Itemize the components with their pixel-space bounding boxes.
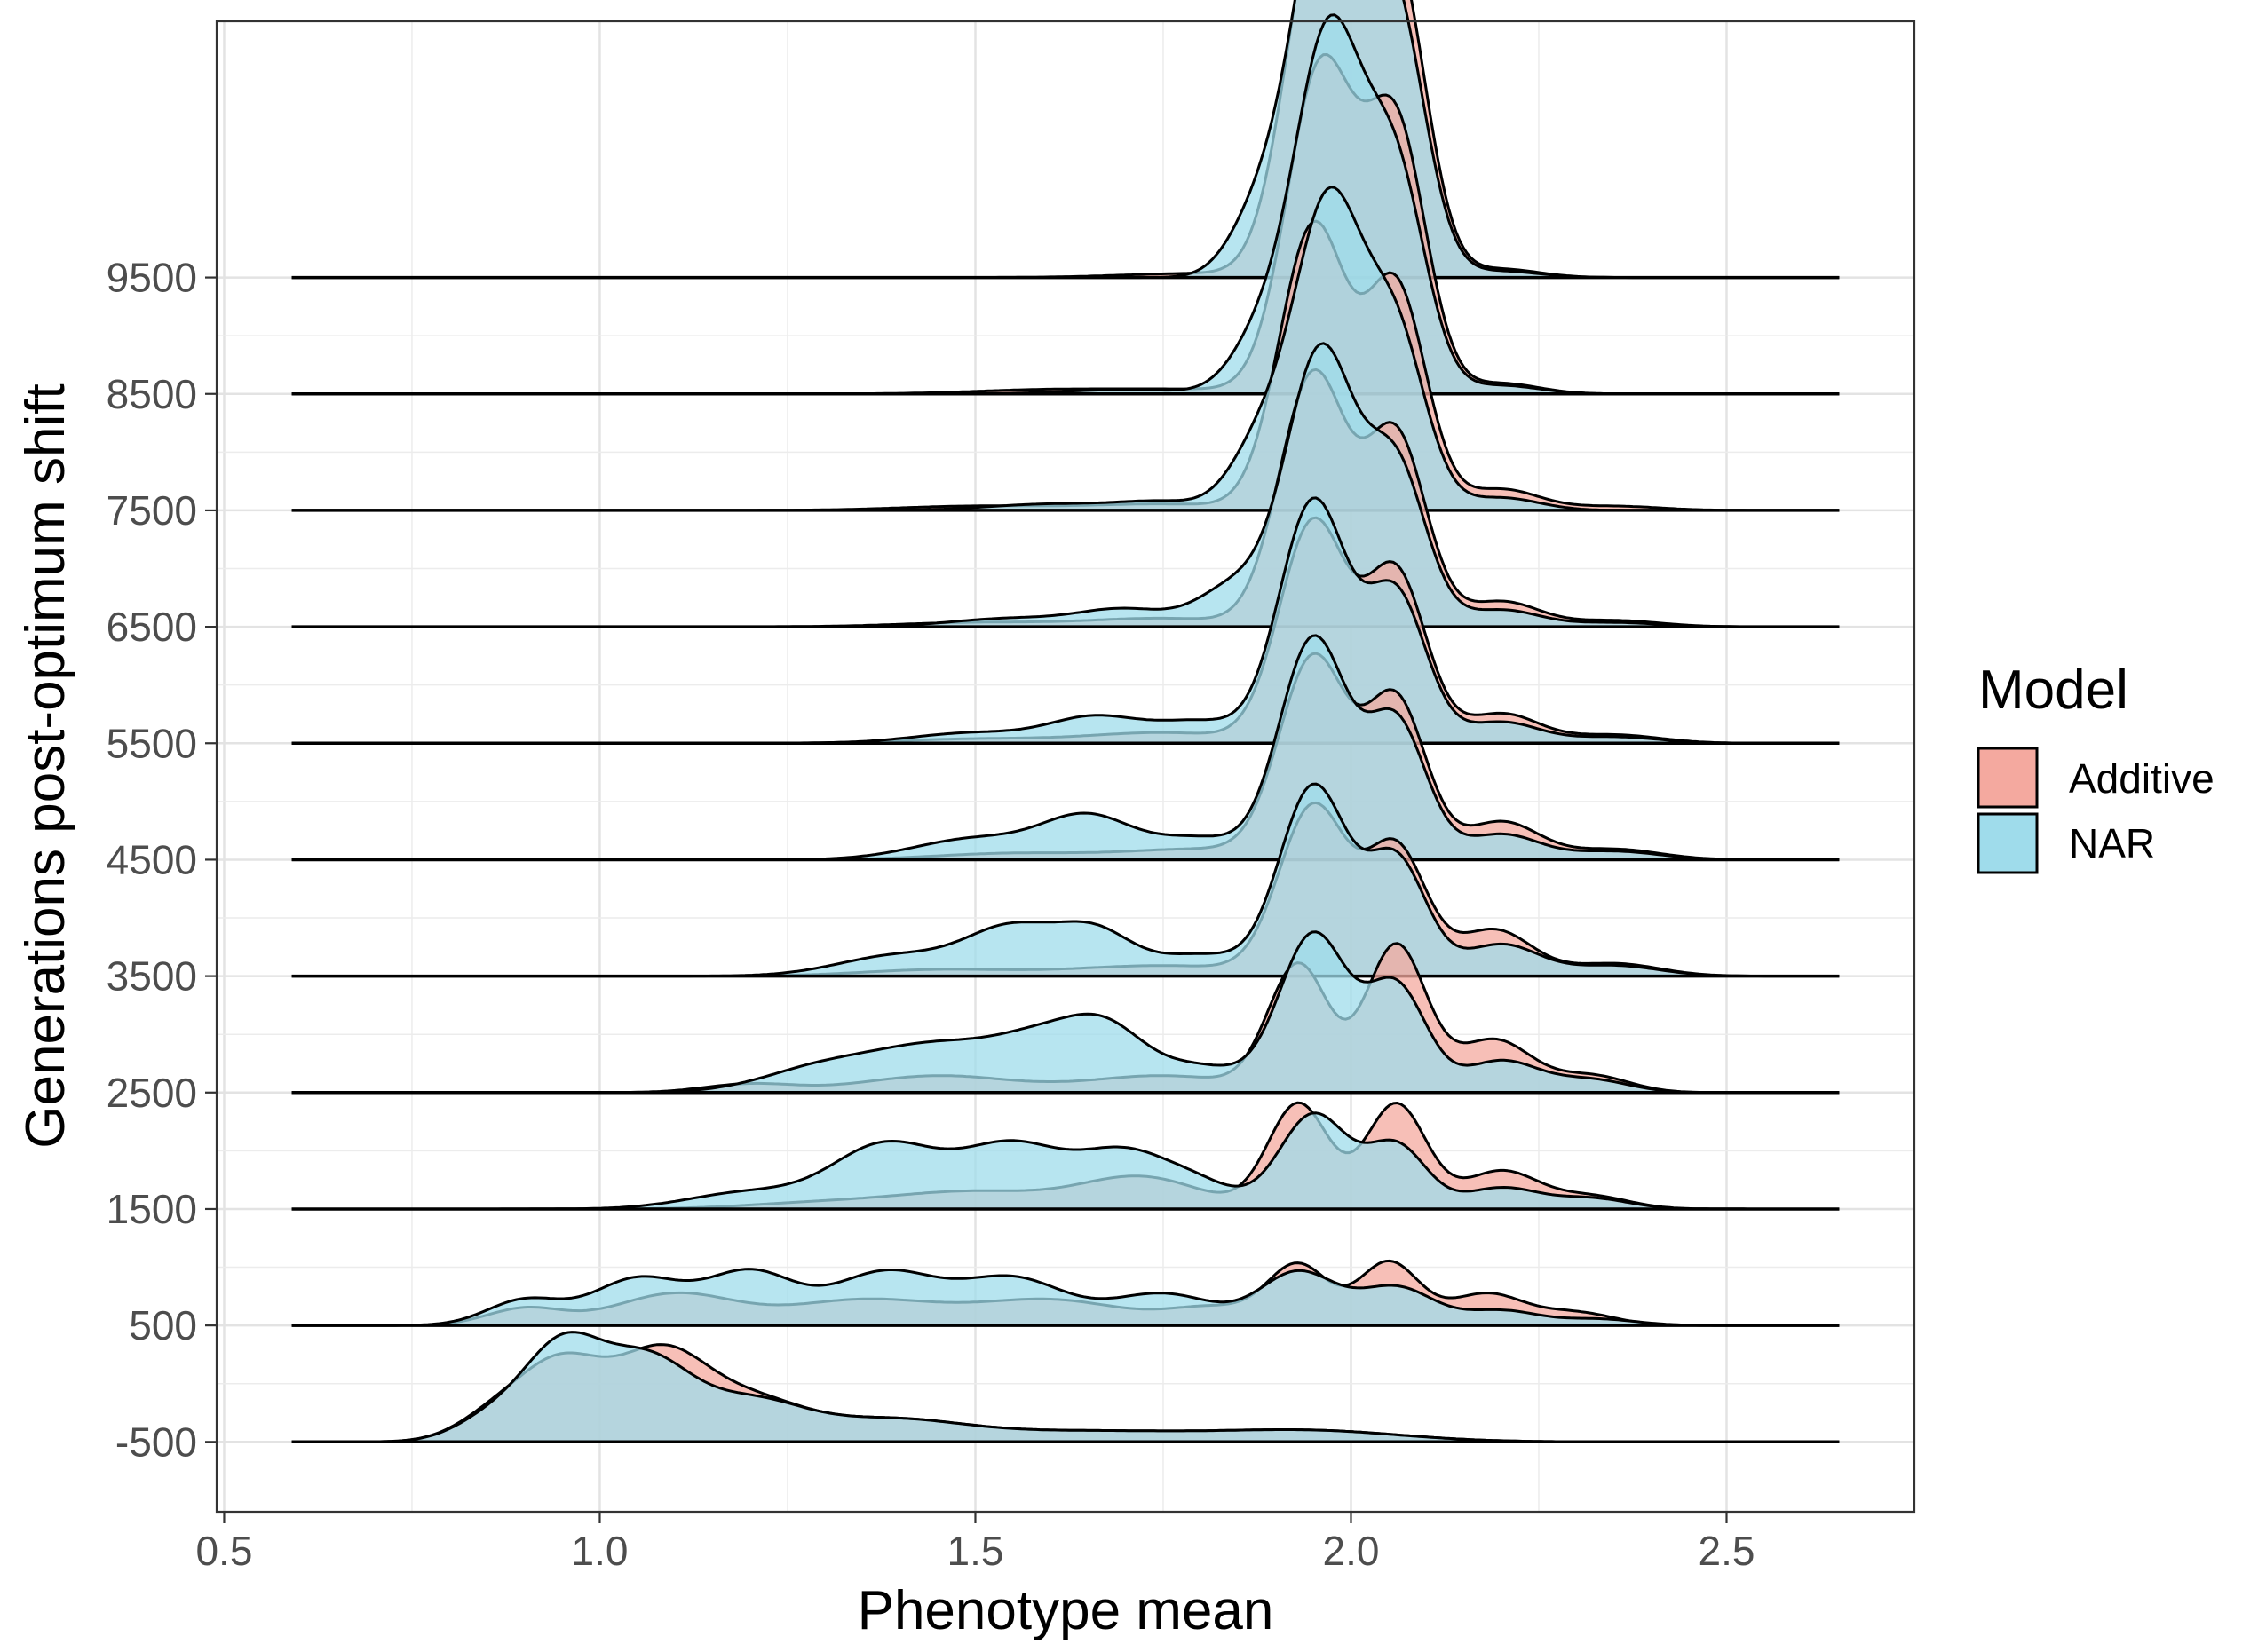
legend-item-additive: Additive — [1977, 747, 2214, 809]
y-tick-label: 2500 — [107, 1070, 197, 1116]
legend-label-nar: NAR — [2069, 820, 2155, 866]
y-tick-label: 5500 — [107, 720, 197, 766]
y-tick-label: 500 — [129, 1302, 197, 1348]
density-area-nar — [291, 1112, 1840, 1209]
x-tick-label: 0.5 — [195, 1528, 252, 1574]
ridge-group — [291, 1259, 1840, 1327]
ridge-group — [291, 342, 1840, 628]
y-tick-label: 8500 — [107, 371, 197, 417]
y-axis: -500 500 1500 2500 3500 4500 5500 6500 7500 8500 9… — [107, 255, 217, 1465]
legend-key-nar — [1977, 812, 2039, 874]
x-axis-title: Phenotype mean — [858, 1580, 1274, 1641]
x-axis: 0.5 1.0 1.5 2.0 2.5 — [195, 1512, 1755, 1574]
legend-key-additive — [1977, 747, 2039, 809]
legend-item-nar: NAR — [1977, 812, 2155, 874]
ridge-group — [291, 782, 1840, 978]
density-area-nar — [291, 931, 1840, 1093]
density-area-nar — [291, 1332, 1840, 1443]
density-area-additive — [291, 943, 1840, 1093]
y-tick-label: -500 — [115, 1419, 197, 1465]
plot-panel — [217, 21, 1914, 1512]
legend-label-additive: Additive — [2069, 755, 2214, 802]
ridge-group — [291, 0, 1840, 280]
x-tick-label: 2.5 — [1699, 1528, 1755, 1574]
ridge-layer — [291, 0, 1840, 1444]
plot-panel-border — [215, 20, 1916, 1514]
density-area-additive — [291, 802, 1840, 976]
y-tick-label: 6500 — [107, 604, 197, 650]
y-tick-label: 3500 — [107, 953, 197, 1000]
density-area-nar — [291, 784, 1840, 976]
y-tick-label: 1500 — [107, 1186, 197, 1232]
ridge-group — [291, 930, 1840, 1095]
ridge-group — [291, 13, 1840, 396]
y-tick-label: 7500 — [107, 487, 197, 534]
ridge-group — [291, 1331, 1840, 1444]
x-tick-label: 1.5 — [947, 1528, 1004, 1574]
ridge-group — [291, 1101, 1840, 1211]
legend-title: Model — [1978, 660, 2128, 721]
ridge-group — [291, 634, 1840, 862]
density-outline-nar — [291, 1268, 1840, 1327]
density-area-nar — [291, 1269, 1840, 1326]
x-tick-label: 2.0 — [1323, 1528, 1380, 1574]
y-tick-label: 9500 — [107, 255, 197, 301]
ridge-group — [291, 186, 1840, 512]
y-axis-title: Generations post-optimum shift — [15, 383, 76, 1149]
y-tick-label: 4500 — [107, 836, 197, 882]
density-area-additive — [291, 1103, 1840, 1209]
x-tick-label: 1.0 — [571, 1528, 628, 1574]
ridge-group — [291, 496, 1840, 746]
legend: Model Additive NAR — [1977, 660, 2214, 874]
